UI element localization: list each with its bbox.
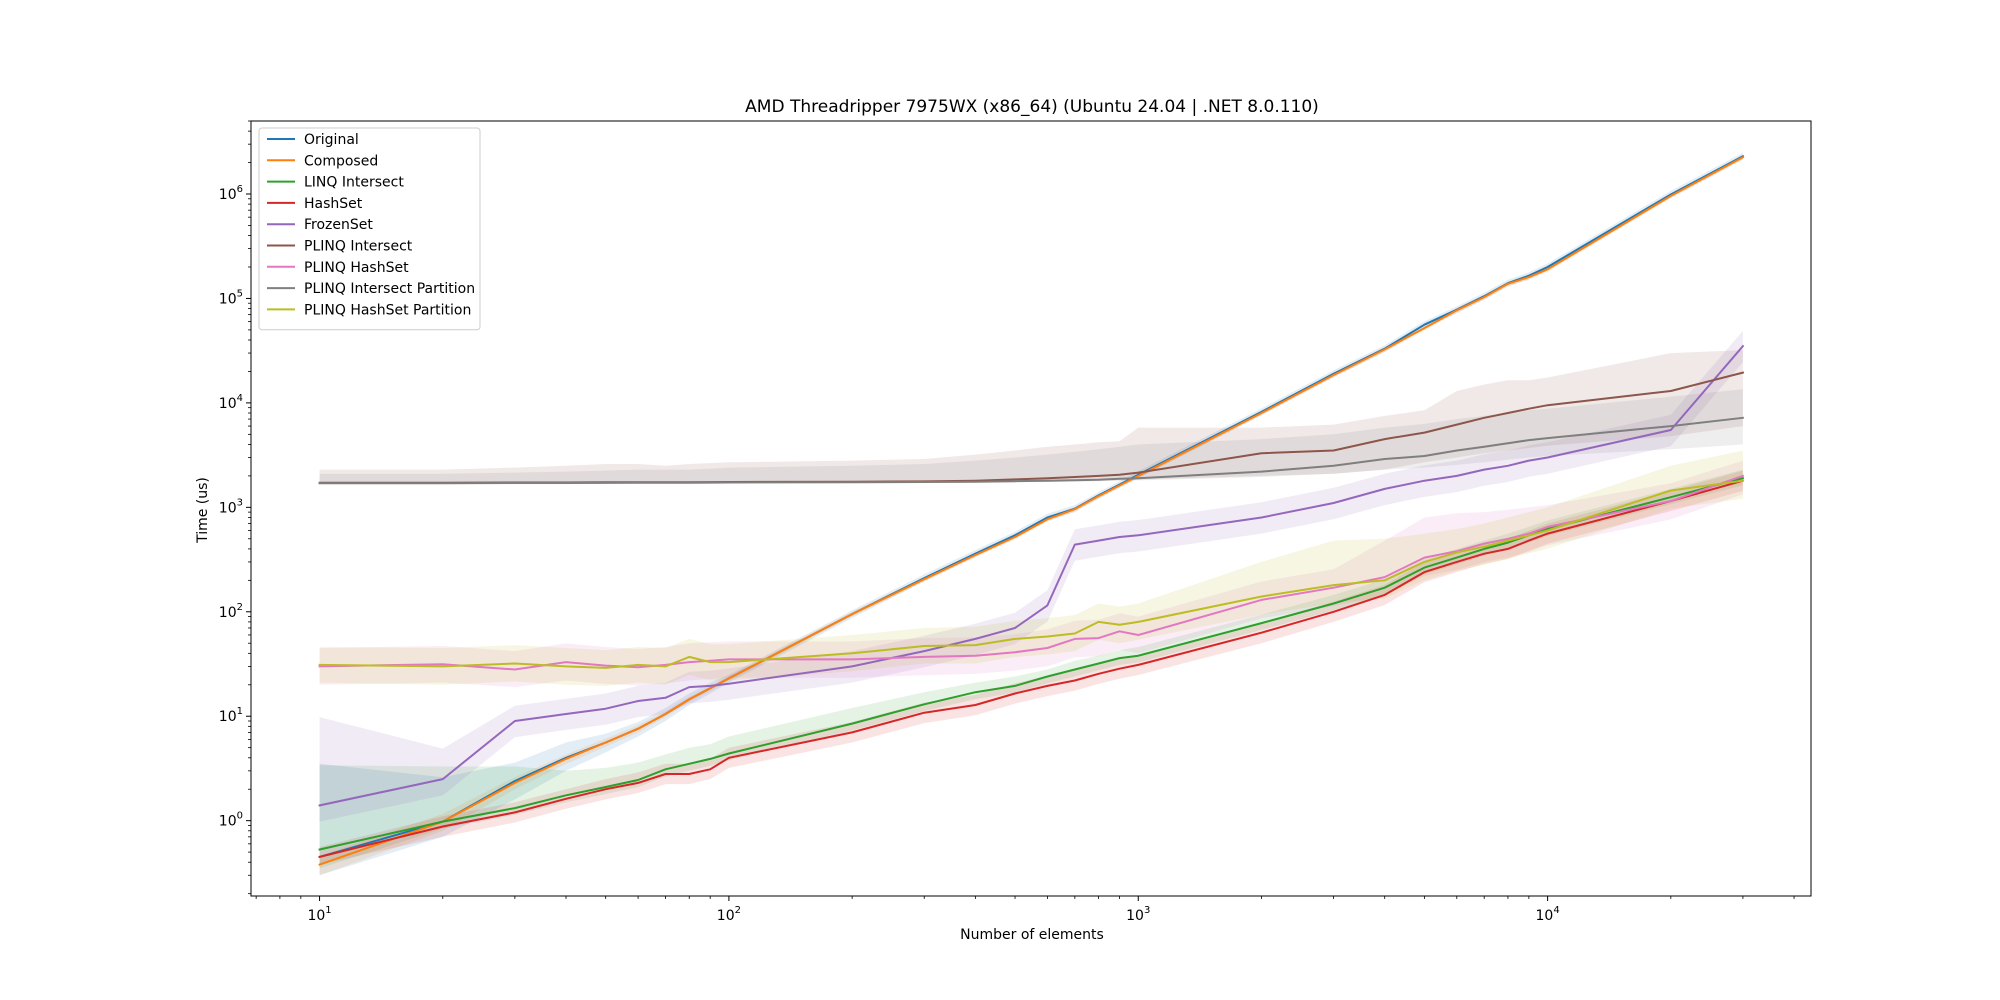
y-axis-label: Time (us)	[195, 477, 211, 544]
legend-label-7: PLINQ Intersect Partition	[304, 281, 475, 297]
line-series-4	[318, 344, 1745, 807]
y-tick-label-5: 105	[219, 288, 243, 307]
line-series-6	[318, 474, 1745, 671]
legend-label-0: Original	[304, 132, 359, 148]
line-series-8	[318, 479, 1745, 669]
line-series-1	[318, 155, 1745, 866]
y-tick-label-6: 106	[219, 184, 243, 203]
x-axis-label: Number of elements	[960, 927, 1104, 943]
line-series-3	[318, 479, 1745, 859]
x-tick-label-2: 103	[1126, 905, 1150, 924]
band-series-8	[319, 450, 1743, 686]
legend: Original Composed LINQ Intersect HashSet Fro…	[258, 127, 481, 331]
axes: 101 102 103 104 100 101 102 103 104 105 106	[219, 120, 1812, 924]
band-series-0	[319, 152, 1743, 876]
legend-label-4: FrozenSet	[304, 217, 373, 233]
y-tick-label-2: 102	[219, 602, 243, 621]
band-series-7	[319, 389, 1743, 485]
y-tick-label-1: 101	[219, 706, 243, 725]
series-lines	[318, 154, 1745, 866]
band-series-4	[319, 330, 1743, 822]
band-series-6	[319, 460, 1743, 688]
chart-title: AMD Threadripper 7975WX (x86_64) (Ubuntu…	[745, 97, 1319, 117]
line-series-2	[318, 476, 1745, 851]
legend-label-3: HashSet	[304, 196, 363, 212]
plot-frame	[250, 120, 1812, 897]
x-tick-label-1: 102	[717, 905, 741, 924]
y-tick-label-3: 103	[219, 497, 243, 516]
legend-label-1: Composed	[304, 153, 378, 169]
legend-label-5: PLINQ Intersect	[304, 239, 413, 255]
legend-box	[258, 127, 481, 331]
legend-label-2: LINQ Intersect	[304, 175, 404, 191]
legend-label-8: PLINQ HashSet Partition	[304, 302, 471, 318]
x-tick-label-3: 104	[1536, 905, 1560, 924]
band-series-5	[319, 350, 1743, 484]
x-tick-label-0: 101	[307, 905, 331, 924]
line-series-7	[318, 416, 1745, 485]
band-series-2	[319, 469, 1743, 869]
y-tick-label-4: 104	[219, 393, 243, 412]
y-tick-label-0: 100	[219, 811, 243, 830]
legend-label-6: PLINQ HashSet	[304, 260, 409, 276]
